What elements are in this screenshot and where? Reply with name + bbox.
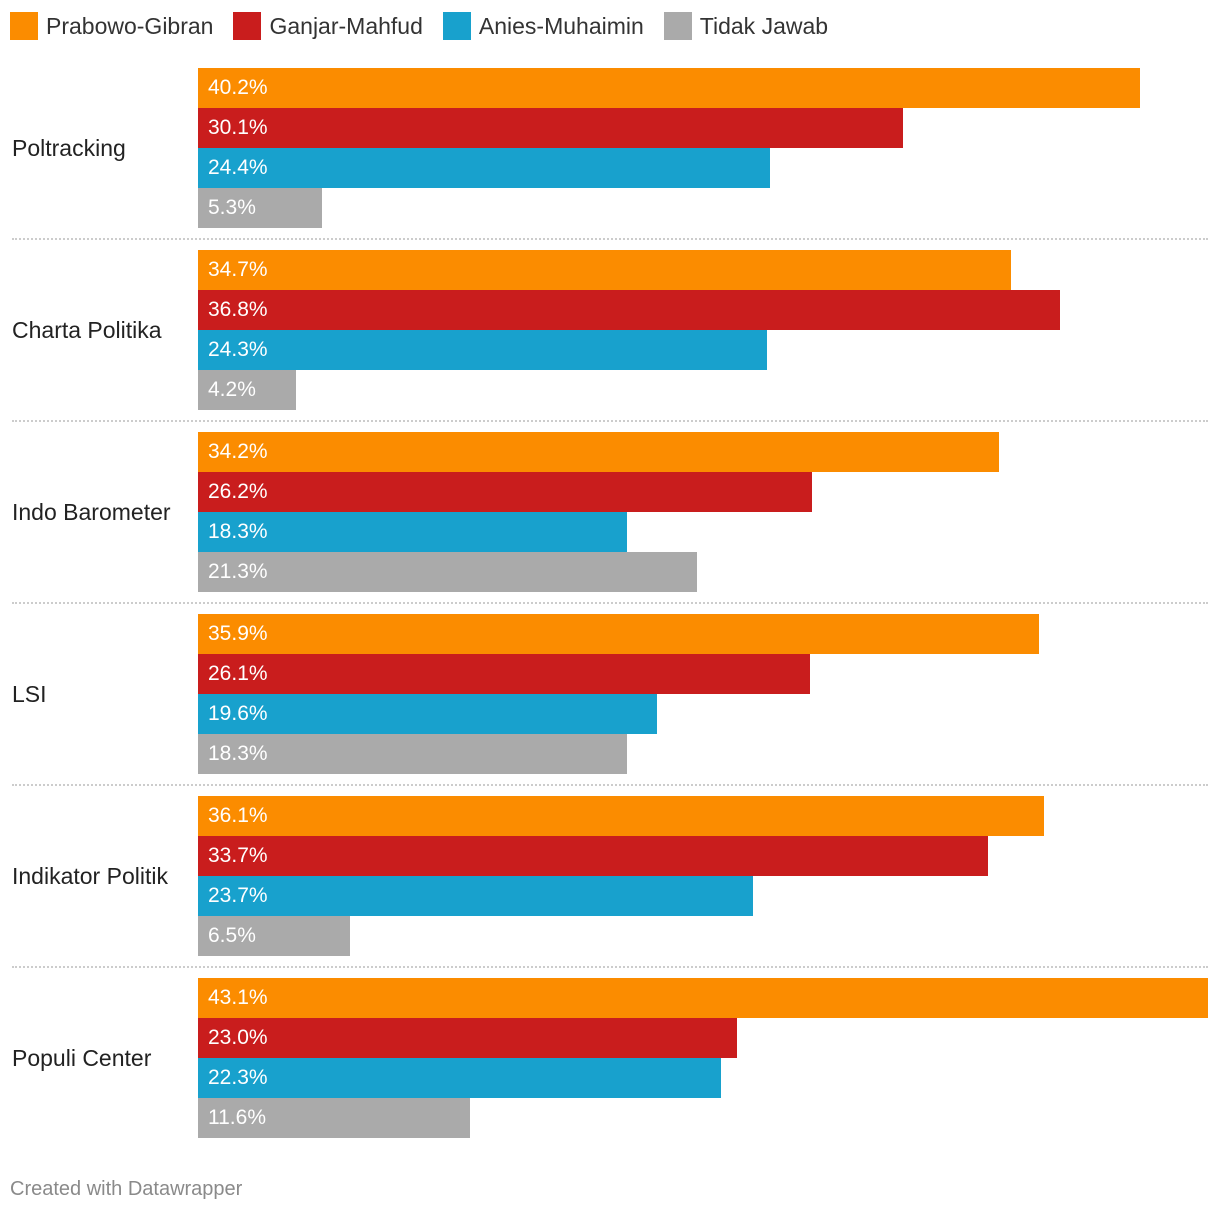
bar-value-label: 36.1% [208,804,268,827]
bar-prabowo-gibran: 43.1% [198,978,1208,1018]
group-divider [12,784,1208,786]
bar-prabowo-gibran: 34.2% [198,432,999,472]
bar-value-label: 11.6% [208,1106,266,1129]
bar-ganjar-mahfud: 26.2% [198,472,812,512]
bar-value-label: 34.7% [208,258,268,281]
group-divider [12,602,1208,604]
bar-value-label: 18.3% [208,520,268,543]
bar-value-label: 24.3% [208,338,268,361]
bar-group-charta-politika: Charta Politika 34.7% 36.8% 24.3% 4.2% [0,250,1220,410]
legend-item-ganjar-mahfud: Ganjar-Mahfud [233,12,423,40]
bar-value-label: 40.2% [208,76,268,99]
bar-value-label: 18.3% [208,742,268,765]
legend-swatch [233,12,262,40]
bar-tidak-jawab: 6.5% [198,916,350,956]
legend-item-tidak-jawab: Tidak Jawab [663,12,829,40]
bar-value-label: 21.3% [208,560,268,583]
bar-value-label: 6.5% [208,924,256,947]
bar-value-label: 5.3% [208,196,256,219]
bar-value-label: 33.7% [208,844,268,867]
group-divider [12,420,1208,422]
bar-prabowo-gibran: 40.2% [198,68,1140,108]
bar-tidak-jawab: 4.2% [198,370,296,410]
legend-swatch [442,12,471,40]
bar-anies-muhaimin: 18.3% [198,512,627,552]
bar-value-label: 22.3% [208,1066,268,1089]
bar-group-populi-center: Populi Center 43.1% 23.0% 22.3% 11.6% [0,978,1220,1138]
bar-anies-muhaimin: 23.7% [198,876,753,916]
bar-value-label: 35.9% [208,622,268,645]
bar-prabowo-gibran: 36.1% [198,796,1044,836]
bar-tidak-jawab: 5.3% [198,188,322,228]
legend-label: Anies-Muhaimin [478,12,644,39]
legend-label: Prabowo-Gibran [46,12,214,39]
category-label: LSI [12,681,47,707]
bar-group-indo-barometer: Indo Barometer 34.2% 26.2% 18.3% 21.3% [0,432,1220,592]
legend-item-prabowo-gibran: Prabowo-Gibran [10,12,213,40]
bar-group-poltracking: Poltracking 40.2% 30.1% 24.4% 5.3% [0,68,1220,228]
bar-prabowo-gibran: 34.7% [198,250,1011,290]
bar-value-label: 26.1% [208,662,268,685]
legend: Prabowo-Gibran Ganjar-Mahfud Anies-Muhaimi… [10,8,848,44]
bar-ganjar-mahfud: 23.0% [198,1018,737,1058]
bar-prabowo-gibran: 35.9% [198,614,1039,654]
category-label: Poltracking [12,135,126,161]
bar-group-lsi: LSI 35.9% 26.1% 19.6% 18.3% [0,614,1220,774]
bar-anies-muhaimin: 22.3% [198,1058,721,1098]
bar-value-label: 4.2% [208,378,256,401]
bar-value-label: 23.0% [208,1026,268,1049]
legend-label: Ganjar-Mahfud [269,12,423,39]
bar-tidak-jawab: 18.3% [198,734,627,774]
legend-swatch [663,12,692,40]
bar-anies-muhaimin: 24.4% [198,148,770,188]
bar-anies-muhaimin: 19.6% [198,694,657,734]
bar-tidak-jawab: 21.3% [198,552,697,592]
bar-group-indikator-politik: Indikator Politik 36.1% 33.7% 23.7% 6.5% [0,796,1220,956]
category-label: Indikator Politik [12,863,168,889]
bar-value-label: 23.7% [208,884,268,907]
bar-ganjar-mahfud: 33.7% [198,836,988,876]
bar-value-label: 43.1% [208,986,268,1009]
category-label: Populi Center [12,1045,152,1071]
bar-value-label: 19.6% [208,702,268,725]
bar-tidak-jawab: 11.6% [198,1098,470,1138]
bar-value-label: 26.2% [208,480,268,503]
category-label: Charta Politika [12,317,162,343]
legend-swatch [10,12,38,40]
bar-value-label: 34.2% [208,440,268,463]
category-label: Indo Barometer [12,499,171,525]
group-divider [12,966,1208,968]
legend-label: Tidak Jawab [699,12,829,39]
legend-item-anies-muhaimin: Anies-Muhaimin [442,12,644,40]
credit-footer: Created with Datawrapper [10,1178,243,1200]
bar-value-label: 24.4% [208,156,268,179]
bar-value-label: 30.1% [208,116,268,139]
group-divider [12,238,1208,240]
bar-value-label: 36.8% [208,298,268,321]
bar-ganjar-mahfud: 36.8% [198,290,1060,330]
bar-anies-muhaimin: 24.3% [198,330,767,370]
bar-ganjar-mahfud: 26.1% [198,654,810,694]
bar-ganjar-mahfud: 30.1% [198,108,903,148]
